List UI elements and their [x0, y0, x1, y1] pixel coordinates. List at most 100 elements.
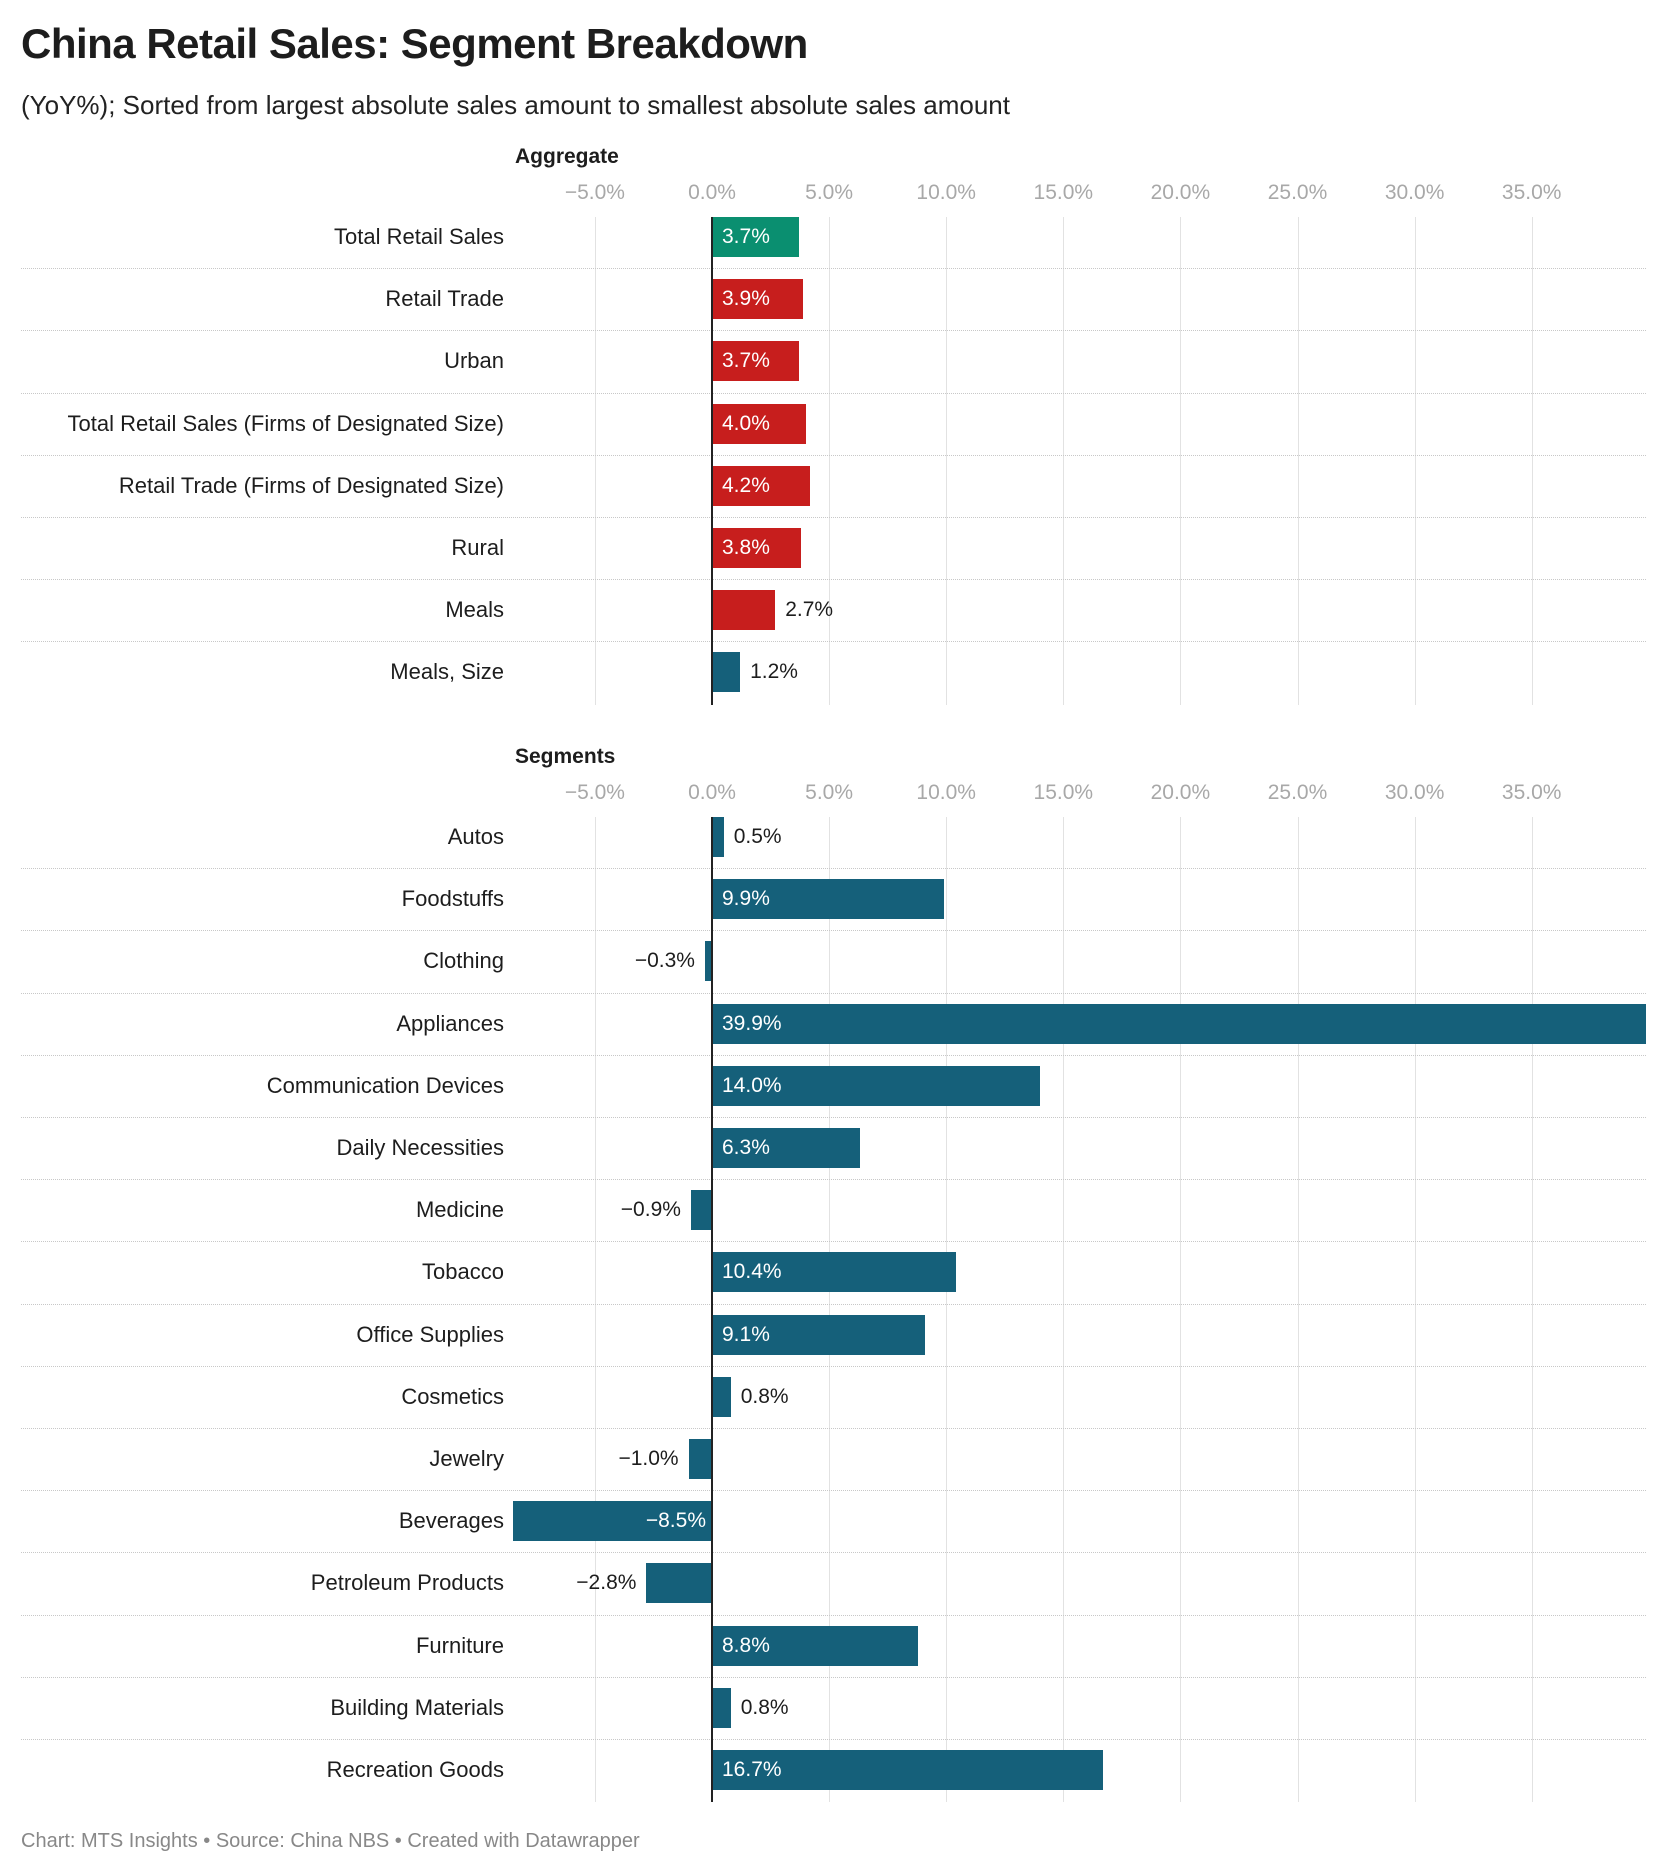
- tick-label: 10.0%: [916, 181, 976, 204]
- value-label: 3.7%: [722, 225, 770, 248]
- value-label: −0.9%: [620, 1198, 681, 1222]
- row-label: Autos: [447, 824, 504, 849]
- row-separator: [21, 392, 1646, 394]
- value-label: 8.8%: [722, 1633, 770, 1657]
- row-separator: [21, 992, 1646, 994]
- chart-footer: Chart: MTS Insights • Source: China NBS …: [21, 1830, 640, 1852]
- row-separator: [21, 1614, 1646, 1616]
- bar: [690, 1190, 712, 1231]
- value-label: 9.9%: [722, 887, 770, 911]
- value-label: 16.7%: [722, 1758, 782, 1781]
- bar: [712, 1003, 1647, 1044]
- row-label: Building Materials: [330, 1694, 504, 1720]
- bar: [704, 941, 712, 982]
- row-label: Office Supplies: [356, 1321, 504, 1347]
- tick-label: 25.0%: [1267, 781, 1328, 804]
- row-label: Appliances: [396, 1010, 504, 1036]
- bar: [712, 879, 944, 920]
- value-label: 0.5%: [733, 825, 782, 848]
- gridline: [1531, 817, 1533, 1803]
- value-label: 14.0%: [722, 1073, 782, 1097]
- value-label: 3.8%: [722, 536, 770, 559]
- row-label: Total Retail Sales: [334, 224, 504, 249]
- bar: [712, 1065, 1040, 1106]
- tick-label: 5.0%: [805, 781, 854, 804]
- row-label: Jewelry: [429, 1446, 504, 1471]
- bar: [712, 528, 801, 568]
- tick-label: 15.0%: [1033, 781, 1094, 804]
- tick-label: −5.0%: [564, 181, 625, 204]
- tick-label: 20.0%: [1150, 781, 1211, 804]
- tick-label: 0.0%: [688, 181, 736, 204]
- row-label: Retail Trade (Firms of Designated Size): [118, 472, 504, 498]
- gridline: [829, 817, 831, 1803]
- value-label: 3.7%: [722, 349, 770, 373]
- row-separator: [21, 1241, 1646, 1243]
- tick-label: 35.0%: [1501, 181, 1562, 204]
- bar: [712, 1252, 956, 1293]
- bar: [712, 652, 741, 693]
- bar: [712, 817, 724, 857]
- bar: [712, 1750, 1104, 1790]
- row-label: Communication Devices: [266, 1072, 504, 1098]
- gridline: [1180, 817, 1182, 1803]
- tick-label: 30.0%: [1384, 181, 1445, 204]
- gridline: [1414, 817, 1416, 1803]
- row-label: Medicine: [415, 1197, 504, 1223]
- value-label: −2.8%: [576, 1571, 637, 1595]
- bar: [712, 1376, 731, 1417]
- bar: [512, 1501, 712, 1542]
- gridline: [594, 817, 596, 1803]
- row-separator: [21, 1490, 1646, 1492]
- value-label: 10.4%: [722, 1260, 782, 1284]
- tick-label: 25.0%: [1267, 181, 1328, 204]
- row-separator: [21, 330, 1646, 332]
- bar: [712, 1128, 860, 1168]
- bar: [712, 590, 776, 631]
- gridline: [1531, 217, 1533, 705]
- row-label: Tobacco: [422, 1259, 504, 1285]
- bar: [712, 1314, 926, 1355]
- row-label: Meals, Size: [390, 659, 504, 685]
- gridline: [829, 217, 831, 705]
- bar: [712, 465, 811, 506]
- row-separator: [21, 454, 1646, 456]
- value-label: 6.3%: [722, 1136, 770, 1159]
- row-label: Petroleum Products: [310, 1570, 504, 1596]
- tick-label: 20.0%: [1150, 181, 1211, 204]
- value-label: 3.9%: [722, 287, 770, 311]
- gridline: [594, 217, 596, 705]
- value-label: 9.1%: [722, 1322, 770, 1346]
- chart-title: China Retail Sales: Segment Breakdown: [21, 20, 808, 67]
- value-label: 0.8%: [740, 1695, 789, 1719]
- gridline: [1063, 217, 1065, 705]
- chart-subtitle: (YoY%); Sorted from largest absolute sal…: [21, 90, 1010, 120]
- gridline: [1414, 217, 1416, 705]
- gridline: [946, 817, 948, 1803]
- tick-label: −5.0%: [564, 781, 625, 804]
- tick-label: 15.0%: [1033, 181, 1094, 204]
- value-label: 1.2%: [750, 660, 798, 684]
- row-separator: [21, 1179, 1646, 1181]
- row-separator: [21, 1054, 1646, 1056]
- tick-label: 5.0%: [805, 181, 854, 204]
- row-separator: [21, 641, 1646, 643]
- gridline: [1297, 217, 1299, 705]
- row-separator: [21, 1676, 1646, 1678]
- row-separator: [21, 1303, 1646, 1305]
- tick-label: 0.0%: [688, 781, 736, 804]
- row-label: Cosmetics: [401, 1383, 504, 1409]
- tick-label: 30.0%: [1384, 781, 1445, 804]
- row-label: Retail Trade: [385, 286, 504, 312]
- section-title: Segments: [515, 745, 616, 768]
- row-label: Rural: [451, 535, 504, 560]
- bar: [712, 1625, 919, 1666]
- bar: [688, 1439, 712, 1479]
- row-separator: [21, 268, 1646, 270]
- row-separator: [21, 517, 1646, 518]
- row-separator: [21, 1117, 1646, 1118]
- gridline: [1180, 217, 1182, 705]
- bar: [712, 1687, 731, 1728]
- row-label: Meals: [445, 597, 504, 623]
- gridline: [1297, 817, 1299, 1803]
